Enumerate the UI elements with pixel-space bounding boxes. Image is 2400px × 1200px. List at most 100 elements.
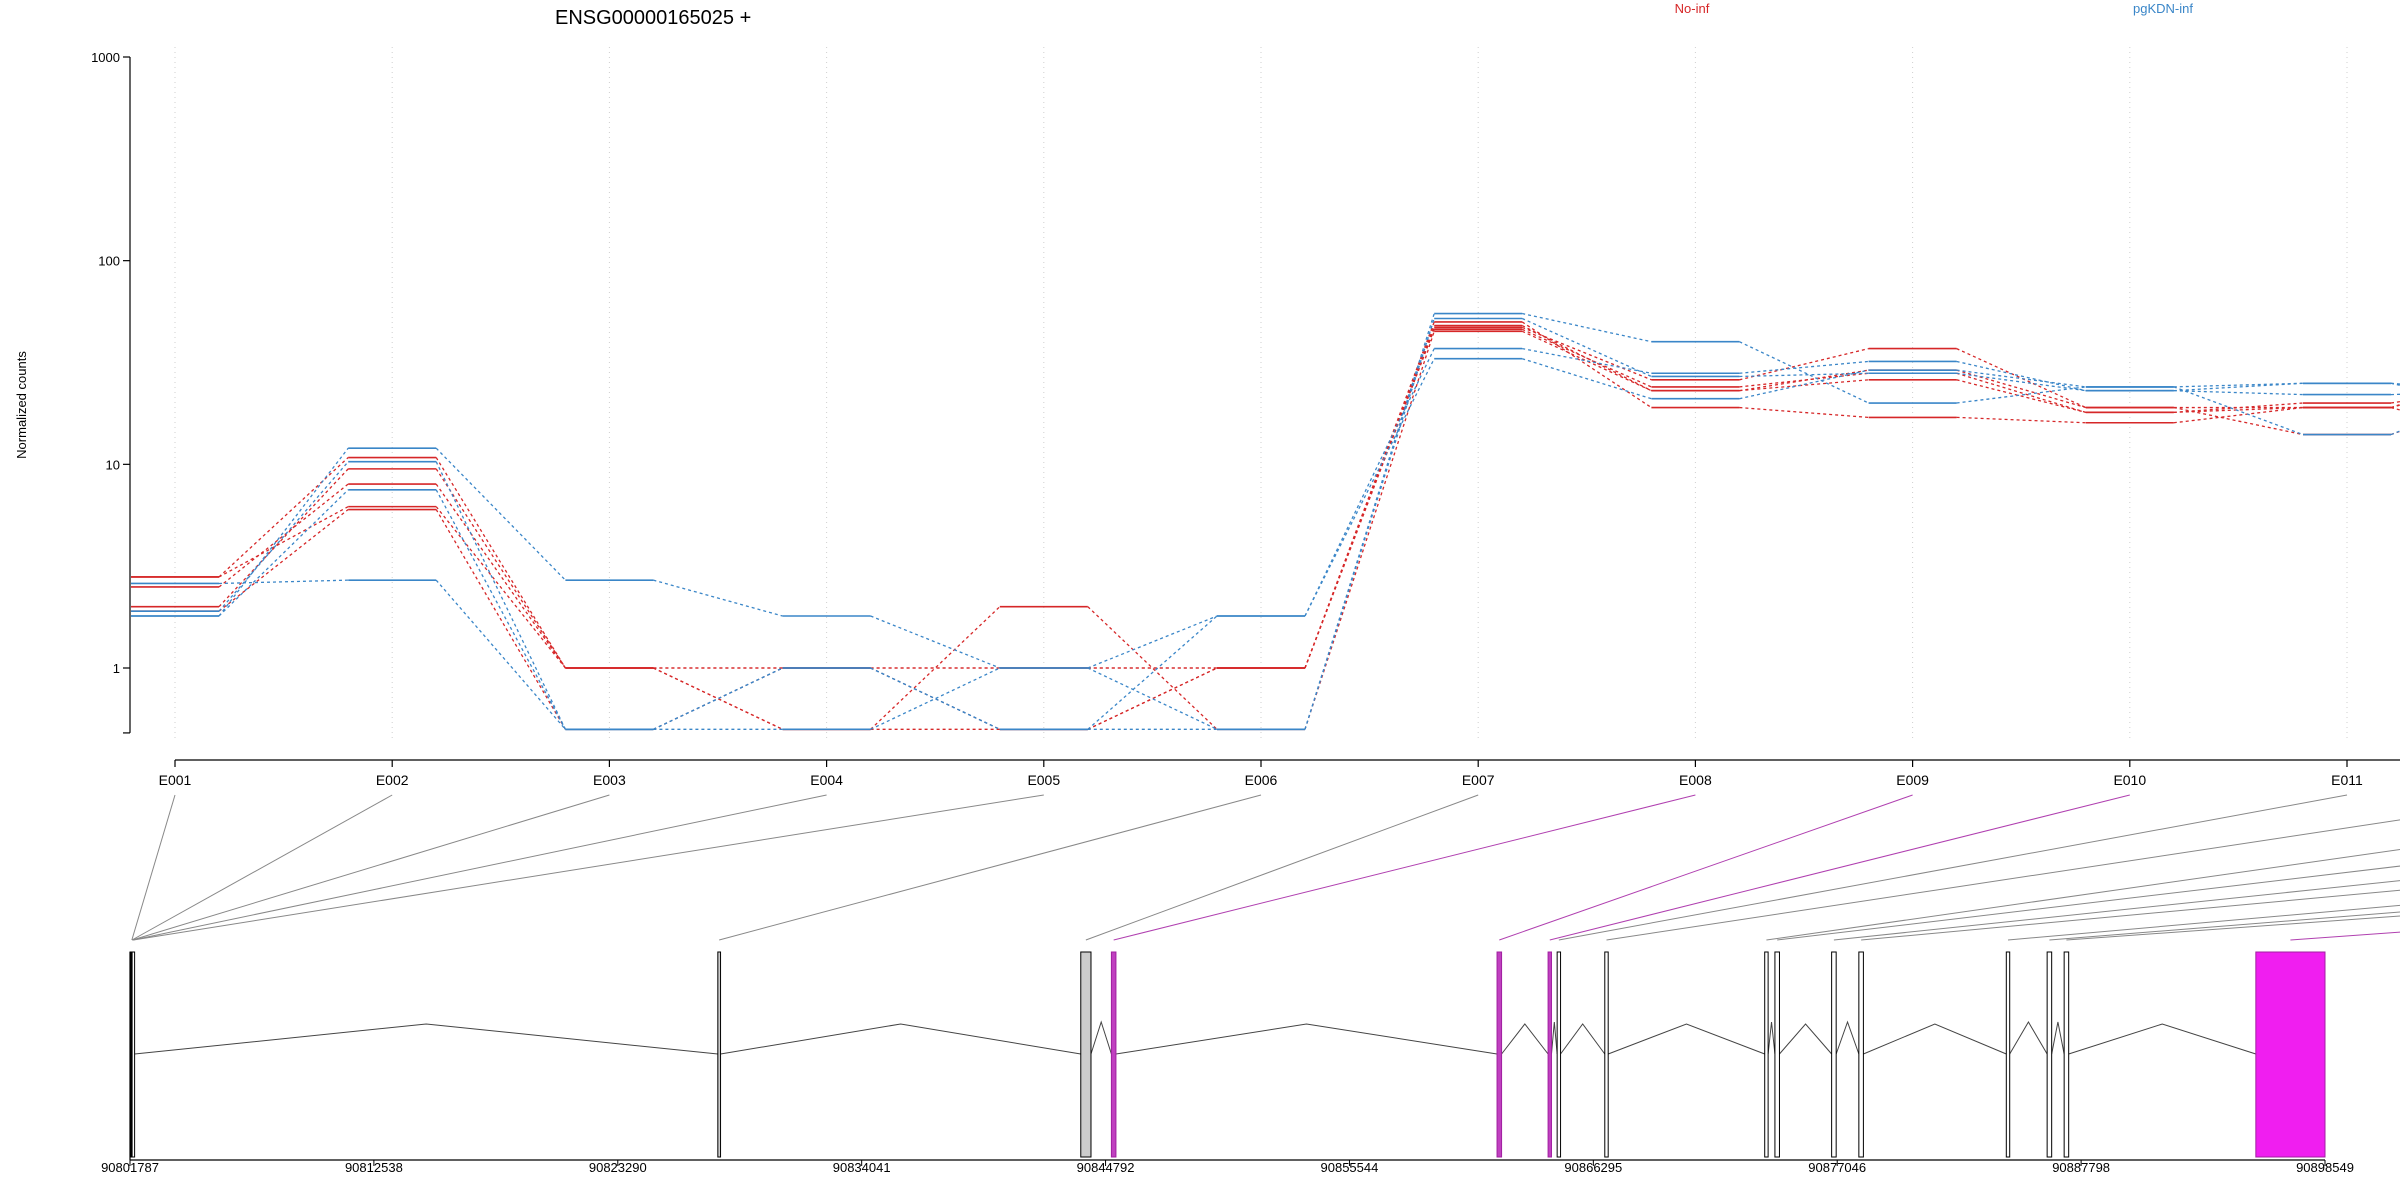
exon-transition (1956, 379, 2086, 413)
exon-transition (218, 509, 349, 612)
exon-transition (1739, 379, 1869, 392)
intron (1779, 1023, 1833, 1055)
exon-label-e008: E008 (1679, 772, 1712, 788)
connector-e017 (2007, 904, 2400, 941)
exon-transition (653, 579, 783, 617)
intron (1835, 1020, 1860, 1055)
intron (2009, 1021, 2048, 1055)
intron (1560, 1023, 1606, 1055)
genomic-coordinate-axis: 90801787 90812538 90823290 90834041 90844792… (101, 952, 2354, 1175)
exon-connectors (131, 794, 2400, 941)
exon-transition (435, 468, 566, 669)
coordinate-label: 90866295 (1564, 1160, 1622, 1175)
connector-e012 (1606, 819, 2400, 941)
legend-no-inf: No-inf (1675, 1, 1710, 16)
exon-transition (1521, 325, 1652, 392)
legend-pgkdn-inf: pgKDN-inf (2133, 1, 2193, 16)
connector-e005 (133, 794, 1044, 941)
exon-transition (2390, 393, 2400, 396)
connector-e019 (2066, 915, 2400, 941)
connector-e020 (2290, 931, 2400, 941)
connector-e014 (1777, 865, 2400, 941)
exon-box-e013 (1764, 951, 1769, 1158)
exon-label-e001: E001 (159, 772, 192, 788)
exon-transition (1304, 329, 1435, 669)
exon-transition (1304, 358, 1435, 617)
exon-transition (1521, 326, 1652, 381)
exon-transition (1739, 406, 1869, 419)
exon-transition (2390, 406, 2400, 411)
exon-transition (218, 468, 349, 608)
exon-transition (1522, 312, 1652, 343)
series-no-inf-3 (131, 324, 2400, 731)
exon-transition (1739, 369, 1869, 392)
exon-transition (435, 461, 566, 730)
coordinate-label: 90844792 (1077, 1160, 1135, 1175)
exon-box-e007 (1080, 951, 1092, 1158)
exon-transition (1956, 348, 2087, 409)
coordinate-label: 90855544 (1321, 1160, 1379, 1175)
exon-transition (2390, 400, 2400, 404)
exon-transition (2173, 406, 2304, 436)
y-axis-label: Normalized counts (14, 351, 29, 459)
series-pgkdn-inf-7 (131, 357, 2400, 731)
intron (1090, 1020, 1112, 1055)
exon-box-e018 (2046, 951, 2053, 1158)
series-pgkdn-inf-5 (131, 312, 2400, 731)
coordinate-label: 90877046 (1808, 1160, 1866, 1175)
coordinate-label: 90801787 (101, 1160, 159, 1175)
y-tick-label: 100 (98, 254, 120, 269)
exon-transition (435, 506, 566, 669)
exon-transition (1956, 386, 2086, 404)
exon-transition (2173, 406, 2304, 424)
intron (1550, 1021, 1558, 1055)
connector-e011 (1558, 794, 2348, 941)
exon-box-e019 (2063, 951, 2070, 1158)
exon-transition (1956, 360, 2086, 392)
exon-box-e010 (1547, 951, 1552, 1158)
exon-transition (1956, 416, 2086, 424)
exon-transition (1739, 347, 1869, 381)
exon-transition (1087, 615, 1218, 730)
exon-box-e020 (2255, 951, 2326, 1158)
exon-transition (218, 483, 349, 588)
connector-e006 (719, 794, 1262, 941)
exon-label-e009: E009 (1896, 772, 1929, 788)
exon-transition (1522, 347, 1652, 374)
y-tick-label: 1000 (91, 50, 120, 65)
series-lines (131, 312, 2400, 731)
exon-transition (1304, 318, 1435, 730)
exon-transition (1304, 331, 1435, 730)
series-no-inf-2 (131, 321, 2400, 731)
gene-model (129, 951, 2326, 1158)
connector-e013 (1766, 848, 2400, 941)
y-tick-label: 10 (106, 457, 120, 472)
exon-transition (1521, 330, 1652, 392)
connector-e004 (132, 794, 827, 941)
intron (1501, 1023, 1549, 1055)
connector-e009 (1499, 794, 1913, 941)
exon-label-e007: E007 (1462, 772, 1495, 788)
exon-label-e011: E011 (2331, 772, 2363, 788)
connector-e016 (1861, 889, 2400, 941)
intron (720, 1023, 1081, 1055)
exon-label-e004: E004 (810, 772, 843, 788)
exon-label-e010: E010 (2113, 772, 2146, 788)
exon-box-e005 (131, 951, 136, 1158)
connector-e008 (1113, 794, 1696, 941)
connector-e015 (1833, 880, 2400, 941)
series-pgkdn-inf-8 (131, 317, 2400, 731)
exon-box-e016 (1858, 951, 1864, 1158)
intron (1115, 1023, 1498, 1055)
connector-e003 (132, 794, 610, 941)
exon-label-e003: E003 (593, 772, 626, 788)
connector-e007 (1085, 794, 1479, 941)
exon-transition (435, 489, 566, 730)
exon-label-e006: E006 (1245, 772, 1278, 788)
intron (1767, 1021, 1776, 1055)
chart-title: ENSG00000165025 + (555, 7, 751, 29)
exon-transition (435, 447, 566, 581)
exon-transition (1087, 615, 1218, 669)
connector-e010 (1549, 794, 2130, 941)
intron (1608, 1023, 1765, 1055)
